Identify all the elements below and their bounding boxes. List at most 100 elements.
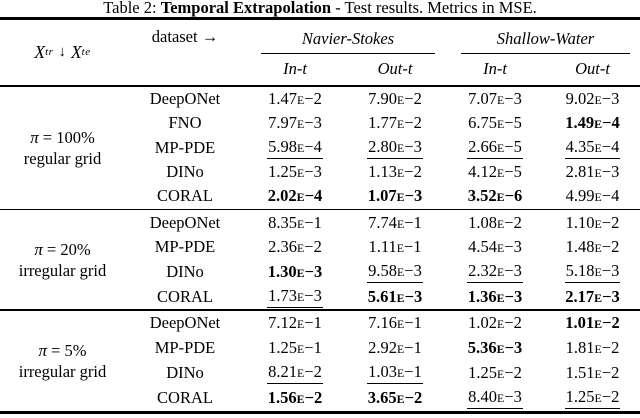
exponent-marker: E [397,216,405,231]
exponent-marker: E [594,265,602,280]
metric-cell: 2.32E−3 [445,261,545,284]
group-header-label: Navier-Stokes [261,29,435,54]
x-train-symbol: X [34,41,46,62]
exponent-marker: E [296,266,305,281]
setting-grid-type: regular grid [23,148,102,168]
metric-value: 1.73E−3 [267,286,323,308]
metric-cell: 1.01E−2 [545,313,640,333]
metric-value: 1.30E−3 [267,262,323,282]
metric-cell: 4.35E−4 [545,137,640,159]
metric-value: 5.36E−3 [467,338,523,358]
metric-cell: 2.92E−1 [345,338,445,358]
header-rule [0,84,640,87]
metric-cell: 1.25E−3 [245,162,345,182]
metric-value: 2.32E−3 [467,261,523,284]
exponent-marker: E [497,92,505,107]
metric-cell: 1.13E−2 [345,162,445,182]
data-block: π = 100% regular grid DeepONet 1.47E−2 7.90E−… [0,87,640,209]
method-name: MP-PDE [154,137,216,157]
metric-cell: 1.30E−3 [245,262,345,282]
metric-cell: 6.75E−5 [445,113,545,133]
metric-cell: 8.40E−3 [445,387,545,410]
metric-cell: 7.97E−3 [245,113,345,133]
subcolumn-header-ns-in-t: In-t [283,59,307,78]
x-train-subscript: tr [45,46,54,58]
exponent-marker: E [397,117,405,132]
metric-value: 8.40E−3 [467,387,523,410]
exponent-marker: E [594,391,602,406]
exponent-marker: E [497,117,505,132]
setting-value: = 5% [51,340,87,360]
metric-cell: 1.77E−2 [345,113,445,133]
block-separator-rule [0,208,640,211]
caption-prefix: Table 2: [103,0,161,17]
metric-cell: 1.49E−4 [545,113,640,133]
sampling-setting-label: π = 20% irregular grid [0,239,125,281]
exponent-marker: E [497,317,505,332]
exponent-marker: E [297,241,305,256]
exponent-marker: E [497,265,505,280]
metric-value: 7.07E−3 [468,88,522,108]
metric-cell: 1.08E−2 [445,213,545,233]
exponent-marker: E [397,342,405,357]
exponent-marker: E [594,166,602,181]
exponent-marker: E [497,216,505,231]
metric-cell: 1.25E−2 [445,363,545,383]
setting-ratio: π = 100% [0,127,125,148]
group-header-navier-stokes: Navier-Stokes [245,20,445,54]
metric-cell: 4.54E−3 [445,237,545,257]
method-name: CORAL [157,286,213,306]
metric-value: 2.80E−3 [367,137,423,159]
metric-value: 1.49E−4 [565,113,620,133]
exponent-marker: E [397,366,405,381]
setting-value: = 20% [46,239,91,259]
exponent-marker: E [297,117,305,132]
x-test-subscript: te [81,46,91,58]
metric-value: 1.25E−2 [564,387,621,410]
metric-cell: 1.47E−2 [245,89,345,109]
exponent-marker: E [297,366,305,381]
method-name: DINo [166,162,204,182]
metric-value: 4.99E−4 [565,186,620,206]
metric-cell: 9.58E−3 [345,261,445,284]
exponent-marker: E [396,392,405,407]
table-body: π = 100% regular grid DeepONet 1.47E−2 7.90E−… [0,87,640,411]
metric-cell: 9.02E−3 [545,89,640,109]
metric-value: 7.90E−2 [368,88,422,108]
exponent-marker: E [594,317,603,332]
method-name: FNO [168,113,202,133]
exponent-marker: E [297,166,305,181]
metric-cell: 3.65E−2 [345,388,445,408]
exponent-marker: E [297,317,305,332]
exponent-marker: E [594,241,602,256]
exponent-marker: E [497,166,505,181]
metric-value: 8.21E−2 [267,362,323,385]
metric-cell: 1.10E−2 [545,213,640,233]
metric-value: 6.75E−5 [468,113,522,133]
metric-value: 1.25E−3 [268,162,322,182]
group-header-label: Shallow-Water [461,29,630,54]
exponent-marker: E [297,289,305,304]
bottom-rule [0,410,640,414]
metric-cell: 5.18E−3 [545,261,640,284]
exponent-marker: E [396,290,405,305]
method-name: DINo [166,363,204,383]
metric-cell: 1.73E−3 [245,286,345,308]
column-header-dataset: dataset → [151,26,219,46]
table-caption: Table 2: Temporal Extrapolation - Test r… [0,0,640,17]
metric-cell: 1.56E−2 [245,388,345,408]
metric-cell: 2.17E−3 [545,287,640,307]
x-test-symbol: X [70,41,82,62]
metric-cell: 7.74E−1 [345,213,445,233]
down-arrow-icon: ↓ [58,43,66,60]
sampling-setting-label: π = 5% irregular grid [0,340,125,382]
method-name: DeepONet [149,313,221,333]
metric-cell: 1.48E−2 [545,237,640,257]
setting-value: = 100% [42,127,95,147]
exponent-marker: E [296,392,305,407]
metric-cell: 2.02E−4 [245,186,345,206]
metric-cell: 1.51E−2 [545,363,640,383]
exponent-marker: E [497,391,505,406]
